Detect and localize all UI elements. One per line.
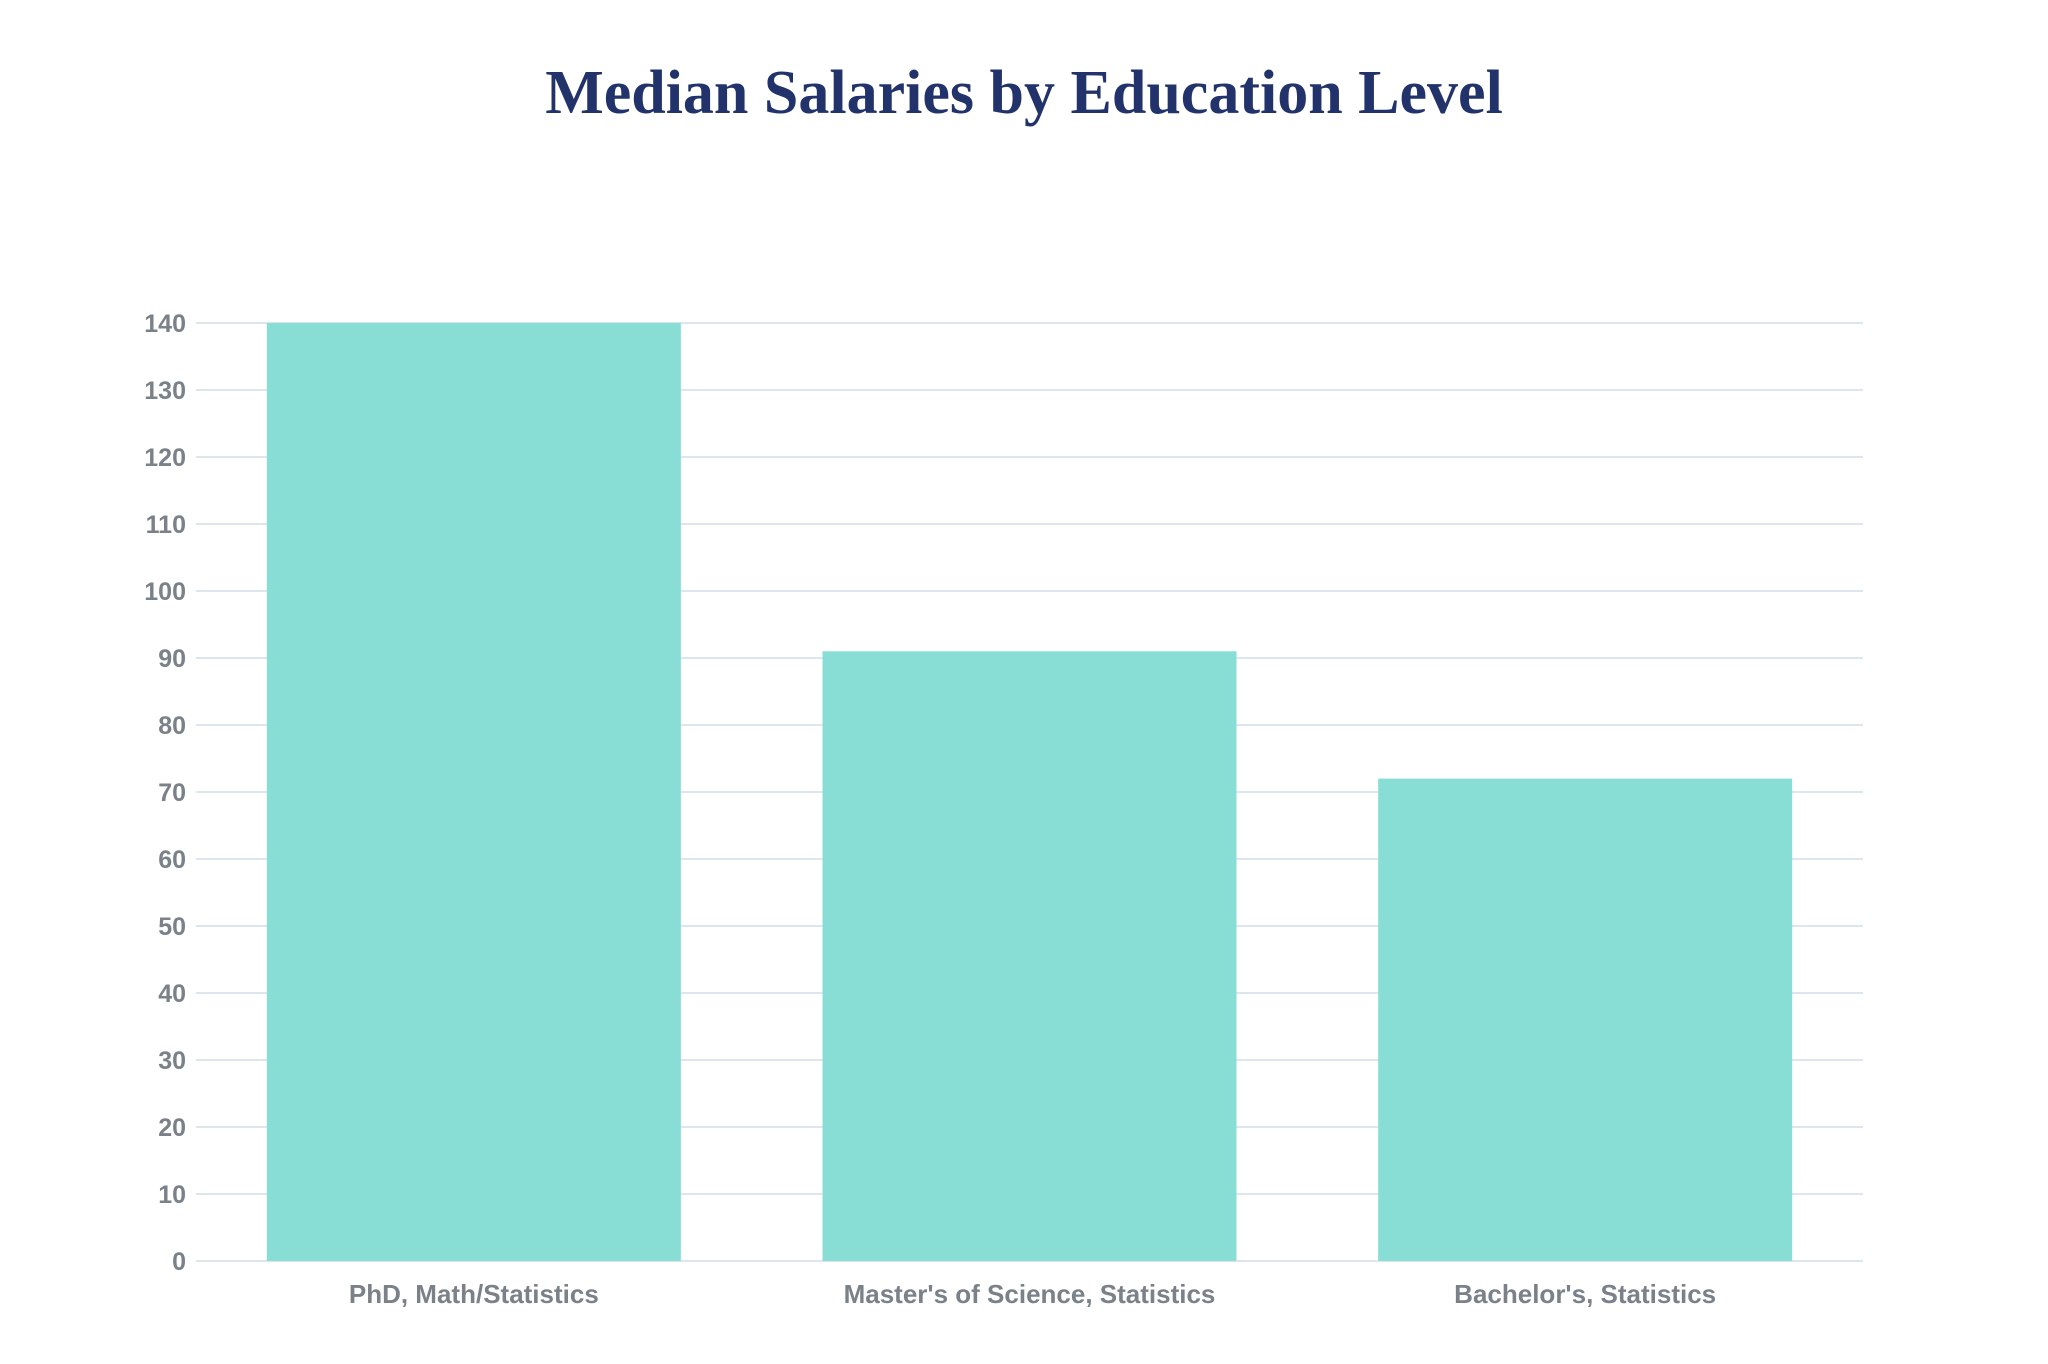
y-tick-label: 30 [158, 1047, 186, 1075]
y-tick-label: 140 [144, 310, 186, 338]
x-tick-label: Bachelor's, Statistics [1454, 1279, 1716, 1309]
x-tick-label: Master's of Science, Statistics [844, 1279, 1216, 1309]
bar [822, 651, 1237, 1261]
y-tick-label: 70 [158, 779, 186, 807]
y-tick-label: 100 [144, 578, 186, 606]
y-tick-label: 130 [144, 377, 186, 405]
y-tick-label: 20 [158, 1114, 186, 1142]
bar [1378, 778, 1793, 1261]
y-tick-label: 90 [158, 645, 186, 673]
y-tick-label: 50 [158, 913, 186, 941]
y-tick-label: 110 [146, 511, 186, 539]
y-tick-label: 120 [144, 444, 186, 472]
x-tick-label: PhD, Math/Statistics [349, 1279, 599, 1309]
y-tick-label: 10 [158, 1181, 186, 1209]
y-tick-label: 80 [158, 712, 186, 740]
y-tick-label: 60 [158, 846, 186, 874]
bar [266, 323, 681, 1261]
y-tick-label: 40 [158, 980, 186, 1008]
y-tick-label: 0 [172, 1248, 186, 1276]
chart-title: Median Salaries by Education Level [545, 59, 1503, 127]
